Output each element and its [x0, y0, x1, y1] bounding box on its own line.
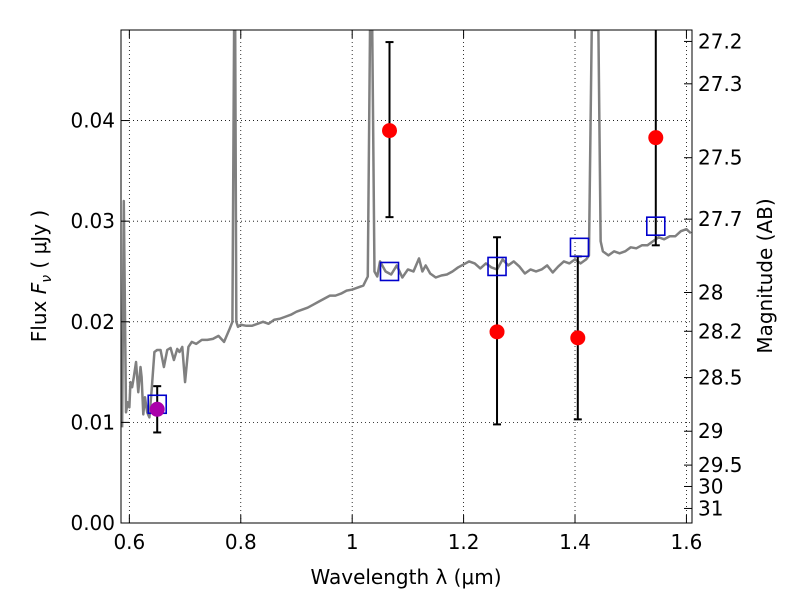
x-tick-label: 1.6 [671, 530, 703, 554]
observed-point-marker [382, 123, 398, 139]
right-tick-label: 28.5 [698, 366, 743, 390]
right-tick-label: 29 [698, 419, 723, 443]
right-tick-label: 28.2 [698, 319, 743, 343]
model-square-marker [569, 237, 590, 258]
plot-background [121, 30, 692, 523]
observed-point-marker [570, 330, 586, 346]
right-tick-label: 28 [698, 281, 723, 305]
model-square-marker [645, 216, 666, 236]
right-tick-label: 27.5 [698, 146, 743, 170]
x-tick-label: 0.8 [225, 530, 257, 554]
purple-point-marker [149, 401, 165, 417]
y-axis-label-symbol: F [27, 282, 51, 294]
y-axis-label-subscript: ν [39, 275, 55, 283]
right-tick-label: 27.2 [698, 29, 743, 53]
right-axis-label: Magnitude (AB) [753, 198, 777, 353]
right-tick-label: 31 [698, 496, 723, 520]
y-axis-label: Flux Fν ( μJy ) [27, 210, 55, 342]
x-tick-label: 1.2 [448, 530, 480, 554]
x-tick-label: 1.4 [559, 530, 591, 554]
model-square-marker [379, 261, 400, 282]
y-tick-label: 0.03 [70, 209, 115, 233]
ticks: 0.6 0.8 1 1.2 1.4 1.6 0.00 0.01 0.02 0.03 0.04 27.2… [70, 29, 742, 554]
y-axis-label-prefix: Flux [27, 294, 51, 342]
y-tick-label: 0.01 [70, 410, 115, 434]
model-square-marker [487, 256, 507, 277]
right-tick-label: 27.3 [698, 72, 743, 96]
right-tick-label: 29.5 [698, 453, 743, 477]
right-tick-label: 27.7 [698, 207, 743, 231]
plot-frame [120, 29, 693, 524]
observed-point-marker [648, 130, 664, 146]
y-tick-label: 0.02 [70, 310, 115, 334]
y-axis-label-unit: ( μJy ) [27, 210, 51, 275]
x-tick-label: 1 [346, 530, 359, 554]
marker-layer [147, 30, 666, 434]
right-tick-label: 30 [698, 474, 723, 498]
observed-point-marker [489, 324, 505, 340]
x-tick-label: 0.6 [113, 530, 145, 554]
x-axis-label: Wavelength λ (μm) [310, 565, 501, 589]
y-tick-label: 0.00 [70, 511, 115, 535]
y-tick-label: 0.04 [70, 109, 115, 133]
